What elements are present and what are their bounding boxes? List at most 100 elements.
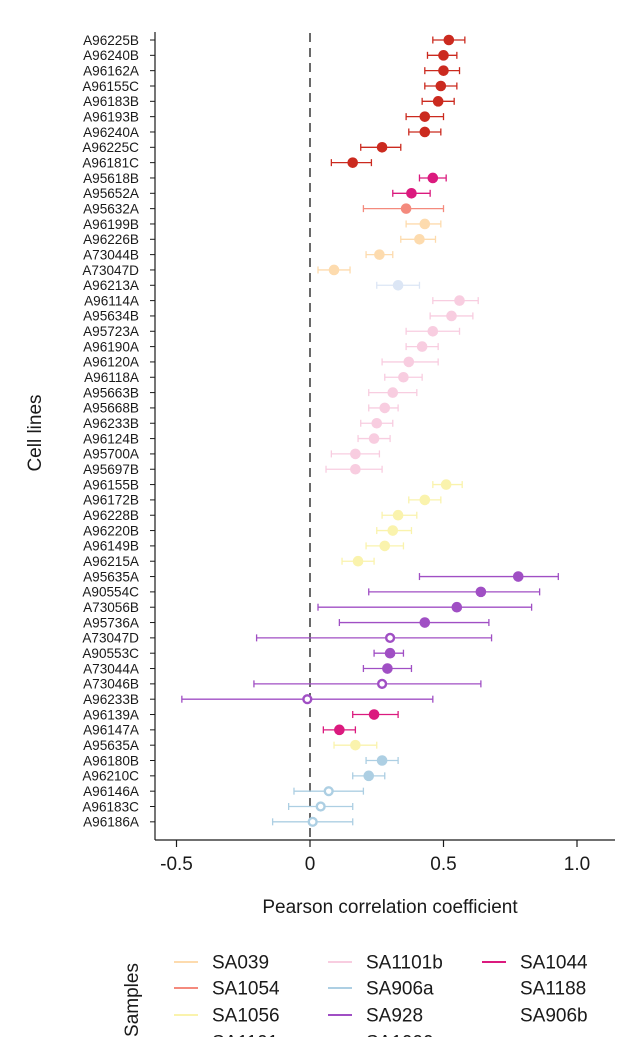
data-point	[419, 126, 431, 138]
legend-entry: SA1044	[482, 953, 588, 974]
legend-label: SA928	[366, 1006, 423, 1027]
data-point	[419, 494, 431, 506]
y-tick-label: A95635A	[83, 569, 140, 584]
legend-label: SA1090	[366, 1033, 434, 1037]
data-point	[328, 264, 340, 276]
y-tick-label: A95632A	[83, 201, 140, 216]
y-tick-label: A95700A	[83, 447, 140, 462]
y-tick-label: A96190A	[83, 339, 140, 354]
data-point	[363, 770, 375, 782]
data-point-group	[365, 249, 394, 260]
data-point	[371, 417, 383, 429]
data-point-group	[368, 387, 418, 398]
data-point	[387, 387, 399, 398]
y-tick-label: A90554C	[82, 585, 139, 600]
data-point	[350, 739, 361, 751]
legend-label: SA1044	[520, 953, 588, 974]
legend-entry: SA1090	[366, 1033, 434, 1037]
data-point-group	[405, 325, 461, 337]
legend-entry: SA906b	[520, 1006, 588, 1027]
y-axis-title: Cell lines	[25, 394, 46, 471]
data-point-group	[432, 34, 466, 46]
data-point-hollow	[376, 678, 388, 689]
data-point	[352, 555, 364, 567]
data-point-hollow	[302, 694, 313, 705]
y-tick-label: A96147A	[83, 723, 140, 738]
data-point	[435, 80, 447, 92]
data-point	[392, 509, 404, 521]
x-tick-label: 0.5	[430, 854, 456, 875]
legend-title: Samples	[122, 963, 143, 1037]
y-tick-label: A96225C	[82, 140, 139, 155]
legend: Samples SA039 SA1054 SA1056 SA1101a SA1101b S…	[122, 953, 588, 1037]
data-point-group	[362, 663, 413, 674]
y-tick-label: A73047D	[82, 631, 139, 646]
legend-entry: SA1101a	[212, 1033, 289, 1037]
y-tick-label: A96240A	[83, 125, 140, 140]
data-point-group	[330, 157, 373, 168]
legend-label: SA1101b	[366, 953, 443, 974]
y-tick-label: A96215A	[83, 554, 140, 569]
y-tick-label: A95635A	[83, 738, 140, 753]
y-tick-label: A96139A	[83, 707, 140, 722]
y-tick-label: A73046B	[83, 677, 139, 692]
x-tick-label: -0.5	[160, 854, 193, 875]
legend-entry: SA1054	[174, 979, 280, 1000]
data-point-group	[400, 233, 437, 245]
data-point-group	[317, 601, 533, 613]
data-point-group	[287, 801, 354, 812]
data-point-group	[365, 755, 399, 766]
data-point	[376, 142, 388, 153]
data-point-group	[360, 142, 402, 153]
data-point	[379, 540, 391, 552]
data-point	[392, 279, 404, 291]
data-point-group	[368, 402, 399, 414]
data-point-group	[362, 203, 445, 214]
y-tick-label: A96225B	[83, 33, 139, 48]
legend-entry: SA906a	[328, 979, 434, 1000]
y-tick-label: A96226B	[83, 232, 139, 247]
data-point-group	[322, 724, 357, 736]
y-tick-label: A73047D	[82, 263, 139, 278]
y-tick-label: A96162A	[83, 63, 140, 78]
y-tick-label: A96118A	[84, 370, 140, 385]
data-point-group	[432, 479, 463, 490]
x-tick-label: 1.0	[564, 854, 590, 875]
data-point	[475, 586, 487, 598]
y-tick-label: A95697B	[83, 462, 139, 477]
data-point	[432, 96, 444, 107]
x-tick-label: 0	[305, 854, 316, 875]
data-point	[451, 601, 463, 613]
y-tick-label: A96199B	[83, 217, 139, 232]
legend-entry: SA1056	[174, 1006, 280, 1027]
data-point	[374, 249, 385, 260]
data-point	[419, 111, 431, 122]
data-point-group	[376, 525, 413, 536]
data-point-group	[357, 433, 391, 444]
y-tick-label: A96180B	[83, 753, 139, 768]
legend-entry: SA039	[174, 953, 269, 974]
y-tick-label: A73044A	[83, 661, 140, 676]
y-tick-label: A95634B	[83, 309, 139, 324]
data-point	[403, 356, 415, 368]
y-tick-label: A95663B	[83, 385, 139, 400]
data-point-group	[253, 678, 482, 689]
data-point	[416, 341, 428, 352]
data-point-group	[338, 617, 490, 628]
data-point-hollow	[385, 632, 396, 643]
data-point-group	[418, 571, 559, 582]
x-axis-title: Pearson correlation coefficient	[262, 897, 518, 918]
data-point-group	[405, 341, 439, 352]
data-point	[427, 172, 439, 184]
data-point-group	[429, 310, 474, 322]
legend-label: SA1056	[212, 1006, 280, 1027]
data-point	[334, 724, 345, 736]
y-tick-label: A95723A	[83, 324, 140, 339]
data-point-group	[330, 448, 381, 460]
data-point	[438, 65, 449, 76]
data-point-group	[341, 555, 375, 567]
data-point-group	[384, 371, 423, 383]
data-point-group	[255, 632, 493, 643]
data-point-group	[381, 509, 418, 521]
